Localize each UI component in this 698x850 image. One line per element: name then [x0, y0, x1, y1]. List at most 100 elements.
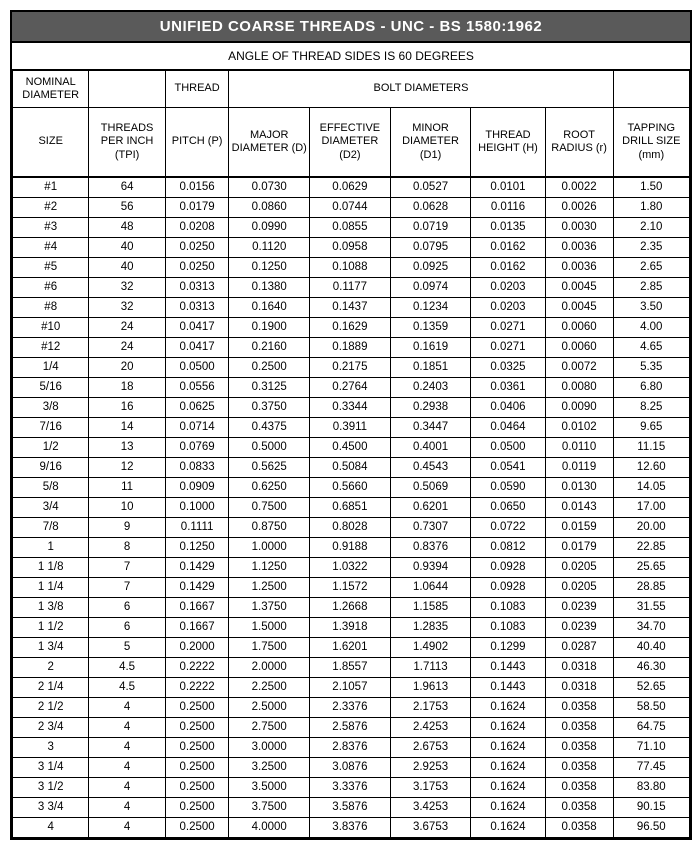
- table-cell: 0.2764: [310, 378, 391, 398]
- table-cell: 1.3918: [310, 618, 391, 638]
- table-cell: 0.0080: [545, 378, 613, 398]
- table-row: 1 3/860.16671.37501.26681.15850.10830.02…: [13, 598, 690, 618]
- table-row: #5400.02500.12500.10880.09250.01620.0036…: [13, 258, 690, 278]
- table-cell: 5/8: [13, 478, 89, 498]
- hdr-blank1: [89, 71, 165, 108]
- table-cell: 0.0205: [545, 578, 613, 598]
- table-cell: 0.0744: [310, 198, 391, 218]
- table-cell: 1/4: [13, 358, 89, 378]
- table-cell: 20.00: [613, 518, 689, 538]
- table-cell: 1 1/8: [13, 558, 89, 578]
- table-cell: 0.2175: [310, 358, 391, 378]
- table-cell: 0.0958: [310, 238, 391, 258]
- table-cell: 0.1629: [310, 318, 391, 338]
- table-cell: #12: [13, 338, 89, 358]
- table-cell: 0.1667: [165, 598, 229, 618]
- table-row: 2 1/240.25002.50002.33762.17530.16240.03…: [13, 698, 690, 718]
- table-cell: 0.4543: [390, 458, 471, 478]
- table-cell: 0.1889: [310, 338, 391, 358]
- table-cell: 0.6250: [229, 478, 310, 498]
- table-cell: 2.1753: [390, 698, 471, 718]
- table-cell: 2.35: [613, 238, 689, 258]
- table-cell: 3 1/2: [13, 778, 89, 798]
- table-cell: 0.0179: [165, 198, 229, 218]
- table-cell: 56: [89, 198, 165, 218]
- table-cell: 10: [89, 498, 165, 518]
- table-cell: 0.0855: [310, 218, 391, 238]
- table-cell: 0.1619: [390, 338, 471, 358]
- table-cell: 0.0116: [471, 198, 545, 218]
- table-cell: 0.0928: [471, 558, 545, 578]
- table-cell: 2.85: [613, 278, 689, 298]
- table-row: #1640.01560.07300.06290.05270.01010.0022…: [13, 178, 690, 198]
- table-row: #2560.01790.08600.07440.06280.01160.0026…: [13, 198, 690, 218]
- table-cell: 0.0925: [390, 258, 471, 278]
- table-cell: 1.1585: [390, 598, 471, 618]
- table-cell: 0.2000: [165, 638, 229, 658]
- table-cell: #3: [13, 218, 89, 238]
- table-cell: 0.4500: [310, 438, 391, 458]
- table-row: #10240.04170.19000.16290.13590.02710.006…: [13, 318, 690, 338]
- table-cell: 0.9394: [390, 558, 471, 578]
- table-cell: 0.2938: [390, 398, 471, 418]
- table-cell: 0.0179: [545, 538, 613, 558]
- table-cell: 0.0358: [545, 758, 613, 778]
- table-cell: 0.0130: [545, 478, 613, 498]
- table-cell: 22.85: [613, 538, 689, 558]
- table-cell: 32: [89, 298, 165, 318]
- table-cell: 3.2500: [229, 758, 310, 778]
- table-cell: 31.55: [613, 598, 689, 618]
- table-cell: 0.1429: [165, 578, 229, 598]
- table-cell: 24: [89, 338, 165, 358]
- table-cell: 0.0159: [545, 518, 613, 538]
- table-cell: 77.45: [613, 758, 689, 778]
- table-cell: 0.0119: [545, 458, 613, 478]
- table-cell: 0.1667: [165, 618, 229, 638]
- table-cell: 32: [89, 278, 165, 298]
- table-cell: 0.0990: [229, 218, 310, 238]
- table-cell: 1.0644: [390, 578, 471, 598]
- table-cell: 0.0527: [390, 178, 471, 198]
- table-cell: 0.0203: [471, 298, 545, 318]
- table-cell: 2.8376: [310, 738, 391, 758]
- table-cell: 1 3/8: [13, 598, 89, 618]
- table-cell: 2.6753: [390, 738, 471, 758]
- table-cell: 0.0045: [545, 278, 613, 298]
- col-pitch: PITCH (P): [165, 108, 229, 177]
- table-cell: 6: [89, 618, 165, 638]
- table-cell: 3.4253: [390, 798, 471, 818]
- table-cell: 48: [89, 218, 165, 238]
- table-cell: 1.0322: [310, 558, 391, 578]
- table-cell: 1.3750: [229, 598, 310, 618]
- table-cell: 0.0102: [545, 418, 613, 438]
- table-cell: 0.0812: [471, 538, 545, 558]
- table-cell: 0.0026: [545, 198, 613, 218]
- data-table: #1640.01560.07300.06290.05270.01010.0022…: [12, 177, 690, 838]
- table-cell: 1.2668: [310, 598, 391, 618]
- table-cell: 0.0628: [390, 198, 471, 218]
- table-cell: 0.7307: [390, 518, 471, 538]
- table-cell: 0.0072: [545, 358, 613, 378]
- col-effective-d: EFFECTIVE DIAMETER (D2): [310, 108, 391, 177]
- table-cell: 0.0625: [165, 398, 229, 418]
- table-cell: 17.00: [613, 498, 689, 518]
- table-cell: 0.1234: [390, 298, 471, 318]
- table-cell: 0.0313: [165, 278, 229, 298]
- hdr-thread: THREAD: [165, 71, 229, 108]
- table-cell: 0.5000: [229, 438, 310, 458]
- table-cell: 28.85: [613, 578, 689, 598]
- table-cell: 6: [89, 598, 165, 618]
- table-cell: 40: [89, 238, 165, 258]
- table-cell: 0.0135: [471, 218, 545, 238]
- table-cell: 7: [89, 558, 165, 578]
- table-cell: 0.1851: [390, 358, 471, 378]
- table-cell: 0.1177: [310, 278, 391, 298]
- table-cell: 0.3344: [310, 398, 391, 418]
- table-cell: #2: [13, 198, 89, 218]
- table-cell: 3.1753: [390, 778, 471, 798]
- table-row: #3480.02080.09900.08550.07190.01350.0030…: [13, 218, 690, 238]
- table-cell: 0.0045: [545, 298, 613, 318]
- table-cell: 0.0090: [545, 398, 613, 418]
- table-row: #6320.03130.13800.11770.09740.02030.0045…: [13, 278, 690, 298]
- table-cell: #1: [13, 178, 89, 198]
